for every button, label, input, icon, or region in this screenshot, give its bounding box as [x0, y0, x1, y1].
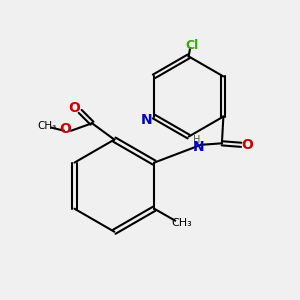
Text: CH₃: CH₃ [37, 121, 56, 131]
Text: CH₃: CH₃ [171, 218, 192, 228]
Text: N: N [193, 140, 205, 154]
Text: O: O [59, 122, 70, 136]
Text: Cl: Cl [185, 40, 198, 52]
Text: O: O [68, 101, 80, 115]
Text: N: N [141, 112, 152, 127]
Text: O: O [241, 138, 253, 152]
Text: H: H [193, 135, 200, 145]
